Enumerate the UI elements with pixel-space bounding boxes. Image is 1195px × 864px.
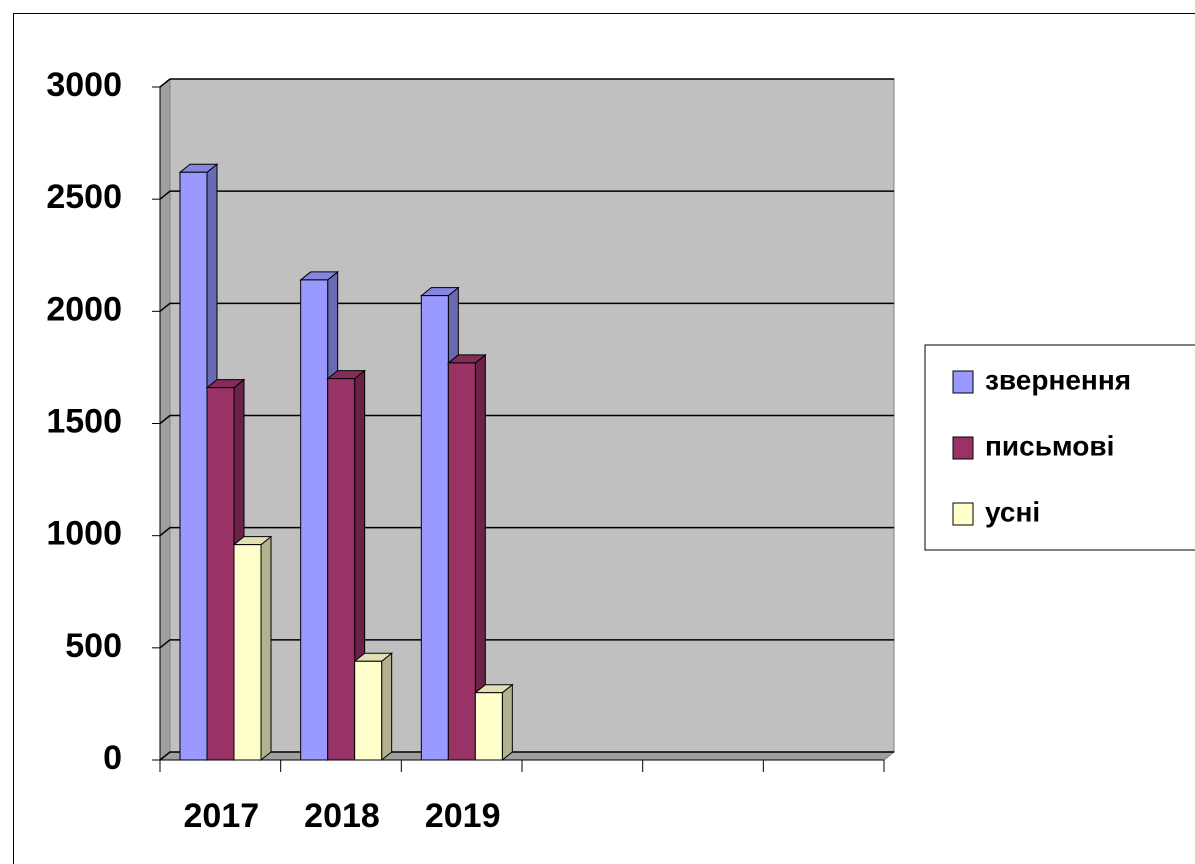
- bar-side-shade: [475, 354, 486, 760]
- bar-side-shade: [502, 684, 513, 760]
- bar: [353, 652, 394, 762]
- legend-label: усні: [985, 496, 1040, 527]
- bar-top-shade: [234, 536, 271, 545]
- bar-top-shade: [421, 287, 459, 296]
- bar-top-shade: [180, 164, 217, 173]
- legend-swatch: [952, 436, 974, 460]
- bar-top-shade: [354, 653, 392, 662]
- bar-front: [354, 660, 383, 761]
- y-tick-label: 1500: [46, 402, 122, 440]
- grid-line: [159, 414, 894, 425]
- grid-line: [159, 302, 894, 312]
- bar-side-shade: [261, 536, 271, 760]
- bar-front: [206, 387, 235, 761]
- bar-front: [447, 362, 476, 761]
- y-tick-label: 2500: [46, 178, 122, 216]
- bar-side-shade: [381, 653, 392, 760]
- legend-swatch: [952, 502, 974, 526]
- bar-top-shade: [327, 370, 365, 379]
- grid-line: [159, 526, 894, 537]
- grid-line: [159, 190, 894, 200]
- bar-front: [327, 378, 356, 761]
- bar-top-shade: [475, 684, 513, 693]
- bar-front: [420, 295, 449, 761]
- bar-front: [233, 544, 262, 761]
- x-tick-label: 2018: [304, 797, 380, 835]
- y-tick-label: 0: [103, 739, 122, 777]
- y-tick-label: 1000: [46, 515, 122, 553]
- grid-line: [159, 751, 894, 761]
- legend-label: письмові: [985, 430, 1114, 461]
- bar: [446, 353, 487, 762]
- y-tick-label: 2000: [46, 290, 122, 328]
- bar-top-shade: [448, 354, 486, 363]
- grid-line: [159, 639, 894, 649]
- legend-swatch: [952, 370, 974, 394]
- bar: [473, 683, 514, 762]
- x-tick-label: 2017: [184, 797, 260, 835]
- bar: [232, 535, 273, 762]
- x-tick-label: 2019: [425, 797, 501, 835]
- grid-line: [159, 78, 894, 88]
- bar-front: [300, 279, 329, 761]
- bar-top-shade: [300, 271, 338, 280]
- bar-front: [179, 171, 208, 761]
- y-tick-label: 500: [65, 627, 122, 665]
- legend-label: звернення: [985, 364, 1131, 395]
- bar-top-shade: [207, 379, 244, 388]
- bar-front: [474, 692, 503, 761]
- y-tick-label: 3000: [46, 66, 122, 104]
